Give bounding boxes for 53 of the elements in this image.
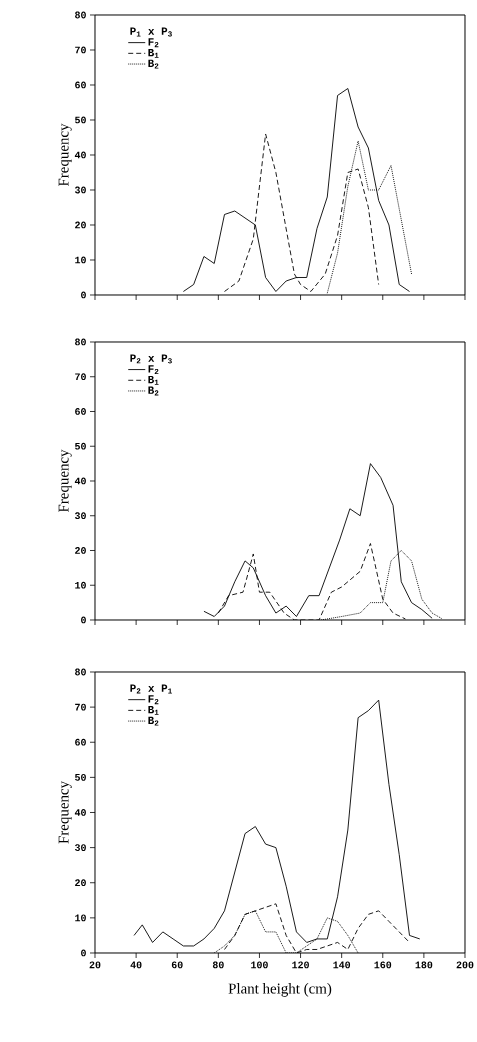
legend-title: P$_{2}$ x P$_{3}$ <box>130 354 172 364</box>
legend-label: B$_{1}$ <box>148 48 159 58</box>
y-tick-label: 50 <box>74 116 86 124</box>
y-tick-label: 30 <box>74 844 86 851</box>
legend-title: P$_{2}$ x P$_{1}$ <box>130 684 172 694</box>
legend-label: B$_{1}$ <box>148 706 159 715</box>
y-tick-label: 80 <box>74 668 86 676</box>
legend-label: F$_{2}$ <box>148 695 159 705</box>
legend-label: F$_{2}$ <box>148 365 159 375</box>
y-tick-label: 20 <box>74 879 86 887</box>
legend-label: B$_{2}$ <box>148 386 159 396</box>
x-tick-label: 180 <box>415 961 433 969</box>
legend-label: B$_{1}$ <box>148 375 159 385</box>
legend-label: F$_{2}$ <box>148 38 159 48</box>
y-tick-label: 40 <box>74 477 86 485</box>
y-tick-label: 40 <box>74 151 86 159</box>
x-tick-label: 200 <box>456 961 474 969</box>
y-tick-label: 10 <box>75 914 86 922</box>
x-tick-label: 20 <box>89 961 101 969</box>
y-axis-title: Frequency <box>58 781 72 844</box>
x-tick-label: 80 <box>212 961 224 969</box>
legend-label: B$_{2}$ <box>148 716 159 726</box>
y-tick-label: 0 <box>80 616 86 624</box>
y-tick-label: 0 <box>80 949 86 957</box>
y-tick-label: 10 <box>75 581 86 589</box>
y-tick-label: 60 <box>74 81 86 89</box>
y-tick-label: 30 <box>74 512 86 520</box>
x-tick-label: 140 <box>333 961 350 969</box>
y-tick-label: 50 <box>74 773 86 781</box>
y-tick-label: 60 <box>74 738 86 746</box>
y-tick-label: 70 <box>75 373 86 381</box>
y-tick-label: 40 <box>74 809 86 816</box>
legend-label: B$_{2}$ <box>148 59 159 69</box>
x-tick-label: 160 <box>374 961 392 969</box>
y-tick-label: 20 <box>74 221 86 229</box>
y-tick-label: 10 <box>75 256 86 264</box>
y-axis-title: Frequency <box>58 123 72 187</box>
y-tick-label: 60 <box>74 408 86 415</box>
y-axis-title: Frequency <box>58 449 72 513</box>
x-tick-label: 120 <box>292 961 309 969</box>
legend-title: P$_{1}$ x P$_{3}$ <box>130 27 172 37</box>
y-tick-label: 0 <box>80 291 86 299</box>
y-tick-label: 80 <box>74 11 86 19</box>
y-tick-label: 20 <box>74 547 86 554</box>
y-tick-label: 70 <box>75 46 86 54</box>
y-tick-label: 70 <box>75 703 86 711</box>
x-axis-title: Plant height (cm) <box>228 983 332 997</box>
x-tick-label: 100 <box>251 961 268 969</box>
y-tick-label: 50 <box>74 442 86 450</box>
x-tick-label: 40 <box>130 961 142 969</box>
y-tick-label: 30 <box>74 186 86 194</box>
y-tick-label: 80 <box>74 338 86 346</box>
x-tick-label: 60 <box>171 961 183 969</box>
